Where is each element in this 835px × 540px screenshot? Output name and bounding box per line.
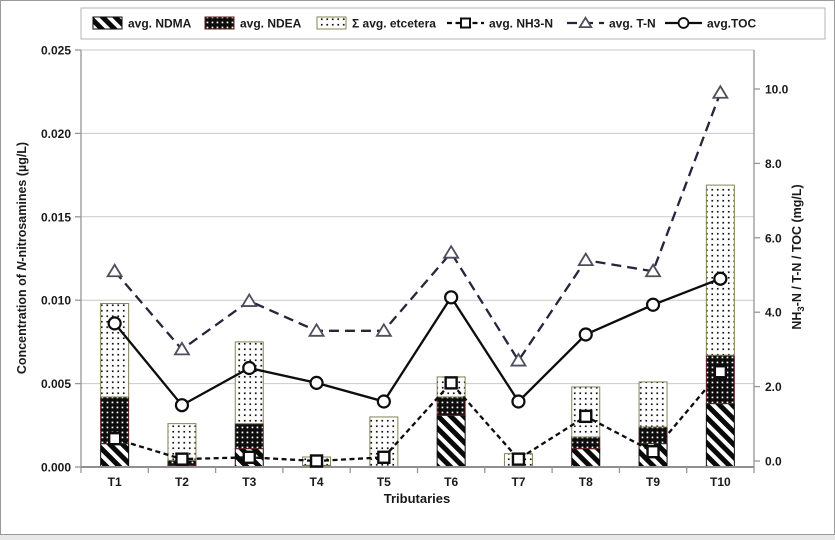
bar-segment	[638, 426, 668, 445]
triangle-marker	[106, 263, 124, 278]
x-axis-category-label: T2	[175, 475, 189, 489]
legend-swatch-dotted	[316, 16, 347, 30]
circle-marker	[309, 375, 324, 390]
square-marker	[107, 431, 122, 446]
triangle-marker	[173, 341, 191, 356]
square-marker	[713, 365, 728, 379]
bar-segment	[436, 414, 466, 468]
series-line-square	[114, 370, 722, 463]
triangle-marker	[375, 322, 393, 337]
square-marker	[242, 450, 256, 464]
left-axis-tick-label: 0.010	[41, 294, 71, 308]
right-axis-tick-label: 10.0	[765, 83, 789, 97]
triangle-marker	[577, 251, 595, 267]
bar-segment	[705, 403, 735, 468]
circle-marker	[713, 271, 728, 286]
x-axis-category-label: T9	[646, 475, 660, 489]
triangle-marker	[509, 352, 528, 367]
bar-segment	[436, 396, 466, 416]
x-axis-category-label: T3	[242, 475, 256, 489]
x-axis-category-label: T6	[444, 475, 458, 489]
legend-label: avg. NDEA	[240, 17, 302, 31]
square-marker	[309, 454, 324, 468]
square-marker	[646, 445, 660, 459]
legend-label: Σ avg. etcetera	[352, 17, 436, 31]
x-axis-category-label: T4	[310, 475, 324, 489]
x-axis-category-label: T8	[579, 475, 593, 489]
triangle-marker	[442, 244, 460, 259]
right-axis-tick-label: 8.0	[765, 157, 782, 171]
circle-marker	[376, 394, 391, 409]
circle-marker	[645, 297, 661, 312]
square-marker	[579, 409, 593, 424]
x-axis-category-label: T7	[511, 475, 525, 489]
circle-marker	[107, 316, 122, 331]
triangle-marker	[240, 292, 258, 307]
bar-segment	[234, 423, 264, 450]
triangle-marker	[307, 322, 326, 337]
circle-marker	[511, 394, 526, 409]
right-axis-tick-label: 2.0	[765, 380, 782, 394]
triangle-marker	[644, 263, 662, 278]
bar-segment	[571, 448, 601, 468]
left-axis-title: Concentration of N-nitrosamines (µg/L)	[15, 142, 29, 374]
left-axis-tick-label: 0.000	[41, 461, 71, 475]
legend-label: avg. NH3-N	[489, 17, 553, 31]
legend-swatch-diagonal-stripes	[92, 16, 123, 30]
bar-segment	[571, 436, 601, 450]
right-axis-tick-label: 6.0	[765, 231, 782, 245]
circle-marker	[174, 398, 190, 413]
series-line-circle	[113, 277, 721, 407]
circle-marker	[677, 17, 690, 29]
legend-label: avg.TOC	[707, 17, 756, 31]
square-marker	[511, 452, 526, 466]
bar-segment	[234, 341, 264, 425]
left-axis-tick-label: 0.025	[41, 44, 71, 58]
square-marker	[377, 450, 391, 464]
x-axis-category-label: T5	[377, 475, 391, 489]
legend-swatch-black-speckle	[204, 16, 235, 30]
square-marker	[444, 376, 458, 390]
x-axis-category-label: T1	[108, 475, 122, 489]
right-axis-title: NH3-N / T-N / TOC (mg/L)	[790, 184, 807, 329]
bar-segment	[705, 354, 735, 405]
left-axis-tick-label: 0.020	[41, 127, 71, 141]
series-line-triangle	[113, 92, 722, 363]
legend-label: avg. T-N	[609, 17, 656, 31]
x-axis-category-label: T10	[710, 475, 731, 489]
left-axis-tick-label: 0.015	[41, 210, 71, 224]
circle-marker	[578, 327, 593, 342]
bar-segment	[638, 381, 668, 428]
triangle-marker	[578, 15, 593, 29]
legend-label: avg. NDMA	[128, 17, 192, 31]
right-axis-tick-label: 0.0	[765, 455, 782, 469]
square-marker	[175, 452, 189, 466]
circle-marker	[444, 290, 459, 305]
bar-segment	[100, 443, 130, 468]
x-axis-title: Tributaries	[384, 491, 450, 506]
square-marker	[460, 17, 471, 29]
right-axis-tick-label: 4.0	[765, 306, 782, 320]
bar-segment	[705, 184, 735, 356]
left-axis-tick-label: 0.005	[41, 377, 71, 391]
circle-marker	[242, 360, 257, 376]
triangle-marker	[711, 84, 729, 99]
